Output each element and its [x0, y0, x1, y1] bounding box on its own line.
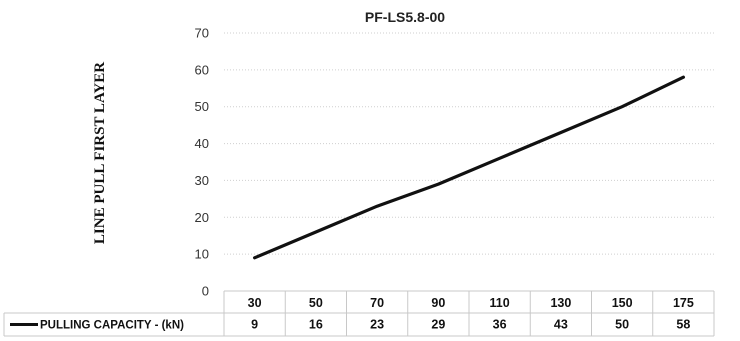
x-tick-label: 175 — [673, 296, 694, 310]
x-tick-label: 110 — [490, 296, 510, 310]
chart-title: PF-LS5.8-00 — [365, 9, 445, 25]
y-tick-label: 60 — [195, 62, 209, 77]
data-label: 29 — [431, 318, 445, 332]
x-tick-label: 130 — [550, 296, 571, 310]
y-tick-label: 40 — [195, 136, 209, 151]
data-label: 36 — [493, 318, 507, 332]
y-tick-label: 0 — [202, 284, 209, 299]
x-tick-label: 70 — [370, 296, 384, 310]
y-tick-label: 50 — [195, 99, 209, 114]
data-label: 43 — [554, 318, 568, 332]
y-axis-label: LINE PULL FIRST LAYER — [92, 62, 108, 244]
y-tick-label: 20 — [195, 210, 209, 225]
series-lines — [253, 75, 686, 260]
x-tick-label: 150 — [612, 296, 633, 310]
y-tick-label: 70 — [195, 26, 209, 41]
x-tick-label: 30 — [248, 296, 262, 310]
x-tick-label: 50 — [309, 296, 323, 310]
data-label: 23 — [370, 318, 384, 332]
data-label: 16 — [309, 318, 323, 332]
y-axis-ticks: 0 10 20 30 40 50 60 70 — [195, 26, 209, 299]
series-line — [253, 75, 686, 260]
gridlines — [224, 32, 714, 255]
data-label: 50 — [615, 318, 629, 332]
data-table: 30 50 70 90 110 130 150 175 PULLING CAPACITY - (… — [3, 290, 715, 337]
y-tick-label: 10 — [195, 247, 209, 262]
y-tick-label: 30 — [195, 173, 209, 188]
data-label: 58 — [676, 318, 690, 332]
data-label: 9 — [251, 318, 258, 332]
x-tick-label: 90 — [431, 296, 445, 310]
legend-entry: PULLING CAPACITY - (kN) — [40, 320, 184, 332]
